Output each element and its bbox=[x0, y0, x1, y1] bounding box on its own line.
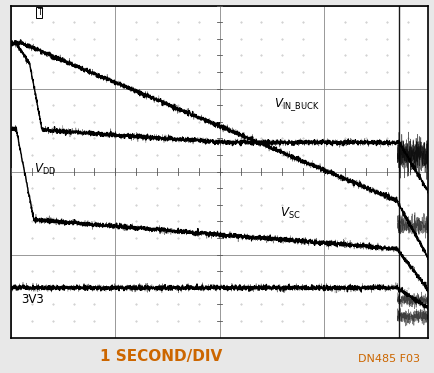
Text: DN485 F03: DN485 F03 bbox=[357, 354, 419, 364]
Text: 3V3: 3V3 bbox=[21, 293, 44, 306]
Text: $V_{\mathrm{IN\_BUCK}}$: $V_{\mathrm{IN\_BUCK}}$ bbox=[273, 96, 319, 113]
Text: $V_{\mathrm{SC}}$: $V_{\mathrm{SC}}$ bbox=[279, 206, 300, 221]
Text: T: T bbox=[36, 8, 42, 17]
Text: 1 SECOND/DIV: 1 SECOND/DIV bbox=[99, 349, 222, 364]
Text: $V_{\mathrm{DD}}$: $V_{\mathrm{DD}}$ bbox=[34, 162, 56, 177]
